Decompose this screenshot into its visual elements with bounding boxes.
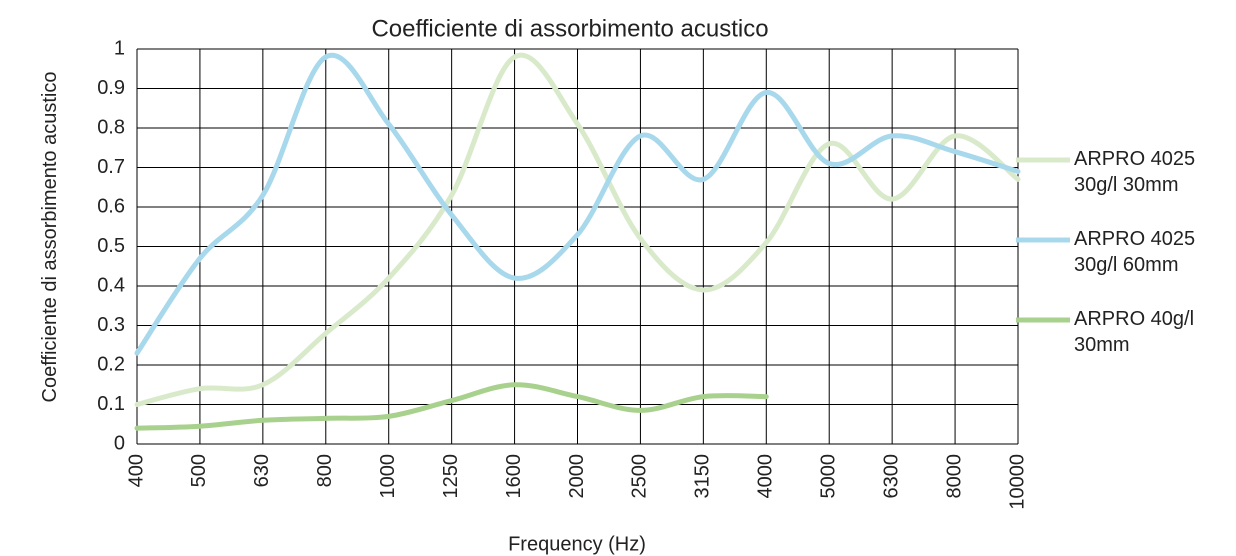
- y-tick-label: 0.6: [97, 195, 125, 217]
- legend-label: ARPRO 4025 30g/l 30mm: [1074, 148, 1196, 196]
- x-tick-label: 400: [125, 454, 147, 487]
- x-tick-label: 2500: [629, 454, 651, 499]
- x-tick-label: 630: [251, 454, 273, 487]
- y-tick-label: 0: [114, 432, 125, 454]
- y-tick-label: 1: [114, 37, 125, 59]
- y-tick-label: 0.4: [97, 274, 125, 296]
- x-tick-label: 1000: [377, 454, 399, 499]
- line-series: [134, 52, 1021, 356]
- y-tick-label: 0.8: [97, 116, 125, 138]
- x-tick-label: 10000: [1006, 454, 1028, 510]
- x-axis-label: Frequency (Hz): [508, 533, 646, 555]
- y-tick-label: 0.2: [97, 353, 125, 375]
- y-tick-label: 0.5: [97, 235, 125, 257]
- x-tick-label: 500: [188, 454, 210, 487]
- x-tick-label: 8000: [943, 454, 965, 499]
- y-tick-label: 0.7: [97, 156, 125, 178]
- x-tick-label: 1250: [440, 454, 462, 499]
- x-tick-label: 1600: [503, 454, 525, 499]
- x-tick-label: 6300: [880, 454, 902, 499]
- x-tick-label: 5000: [817, 454, 839, 499]
- x-tick-label: 800: [314, 454, 336, 487]
- line-series: [134, 52, 1021, 407]
- x-tick-label: 3150: [692, 454, 714, 499]
- x-tick-label: 2000: [566, 454, 588, 499]
- y-tick-label: 0.3: [97, 314, 125, 336]
- legend-label: ARPRO 40g/l 30mm: [1074, 308, 1195, 356]
- y-tick-label: 0.1: [97, 393, 125, 415]
- x-tick-label: 4000: [755, 454, 777, 499]
- line-series: [134, 382, 769, 431]
- legend-label: ARPRO 4025 30g/l 60mm: [1074, 228, 1196, 276]
- y-tick-label: 0.9: [97, 77, 125, 99]
- y-axis-label: Coefficiente di assorbimento acustico: [39, 71, 61, 403]
- chart-title: Coefficiente di assorbimento acustico: [371, 15, 768, 42]
